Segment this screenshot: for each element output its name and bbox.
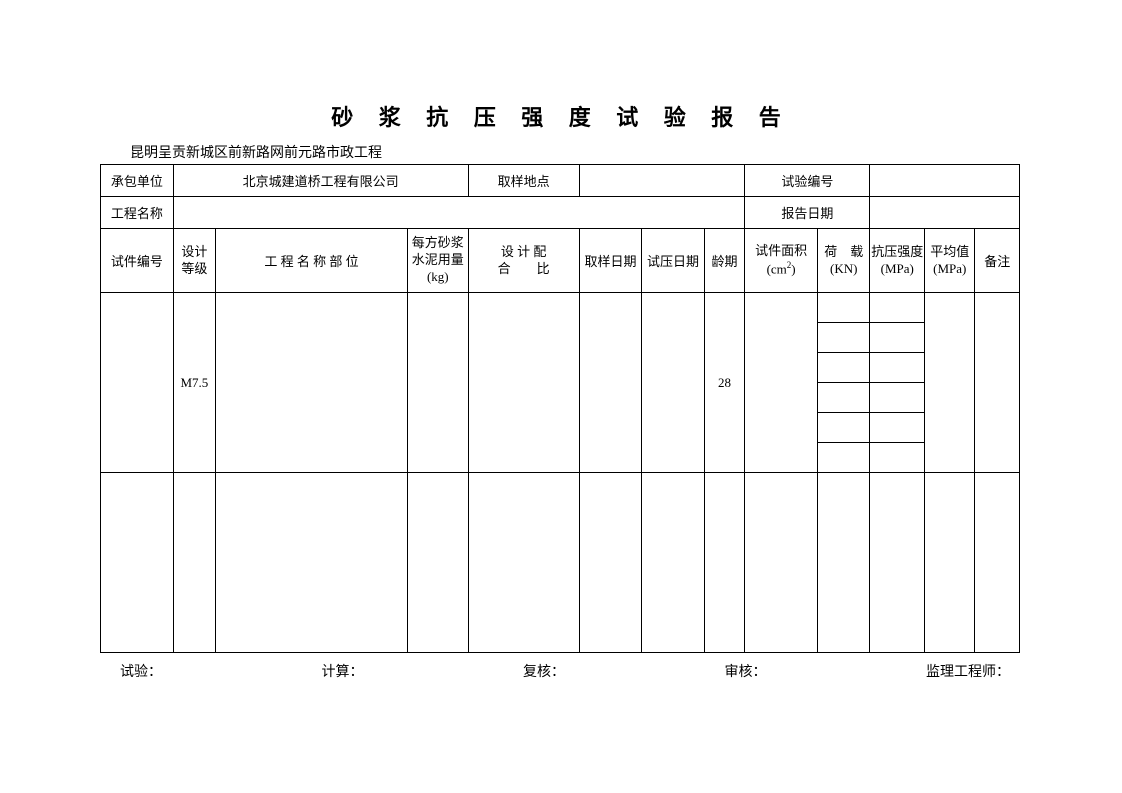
page-title: 砂 浆 抗 压 强 度 试 验 报 告 [70,100,1052,132]
test-no-label: 试验编号 [745,165,870,197]
report-table: 承包单位 北京城建道桥工程有限公司 取样地点 试验编号 工程名称 报告日期 试件… [100,164,1020,653]
col-mix: 设 计 配 合 比 [468,229,579,293]
col-strength: 抗压强度 (MPa) [870,229,925,293]
report-page: 砂 浆 抗 压 强 度 试 验 报 告 昆明呈贡新城区前新路网前元路市政工程 承… [0,0,1122,793]
col-specimen-no: 试件编号 [101,229,174,293]
col-avg: 平均值 (MPa) [924,229,974,293]
col-age: 龄期 [704,229,744,293]
cell-sampledate-2 [579,473,642,653]
data-row-2 [101,473,1020,653]
cell-area-2 [745,473,818,653]
cell-mix-1 [468,293,579,473]
column-header-row: 试件编号 设计 等级 工 程 名 称 部 位 每方砂浆 水泥用量 (kg) 设 … [101,229,1020,293]
cell-load-1-3 [817,353,870,383]
sig-supervisor: 监理工程师： [926,661,1010,681]
cell-specimen-2 [101,473,174,653]
col-design-grade: 设计 等级 [173,229,215,293]
col-area: 试件面积 (cm2) [745,229,818,293]
sig-tester: 试验： [120,661,162,681]
project-name-label: 工程名称 [101,197,174,229]
col-remark: 备注 [975,229,1020,293]
cell-strength-1-1 [870,293,925,323]
col-test-date: 试压日期 [642,229,705,293]
report-date-value [870,197,1020,229]
cell-sampledate-1 [579,293,642,473]
contractor-value: 北京城建道桥工程有限公司 [173,165,468,197]
cell-specimen-1 [101,293,174,473]
cell-strength-1-4 [870,383,925,413]
sample-loc-label: 取样地点 [468,165,579,197]
cell-strength-1-5 [870,413,925,443]
cell-avg-2 [924,473,974,653]
sig-review: 复核： [523,661,565,681]
sig-calc: 计算： [322,661,364,681]
test-no-value [870,165,1020,197]
cell-avg-1 [924,293,974,473]
cell-cement-1 [407,293,468,473]
cell-remark-2 [975,473,1020,653]
cell-grade-1: M7.5 [173,293,215,473]
col-cement: 每方砂浆 水泥用量 (kg) [407,229,468,293]
cell-strength-2 [870,473,925,653]
cell-load-1-5 [817,413,870,443]
cell-strength-1-6 [870,443,925,473]
cell-part-1 [216,293,408,473]
cell-grade-2 [173,473,215,653]
cell-strength-1-3 [870,353,925,383]
cell-remark-1 [975,293,1020,473]
col-project-part: 工 程 名 称 部 位 [216,229,408,293]
cell-load-1-6 [817,443,870,473]
report-date-label: 报告日期 [745,197,870,229]
cell-load-2 [817,473,870,653]
col-sample-date: 取样日期 [579,229,642,293]
info-row-2: 工程名称 报告日期 [101,197,1020,229]
info-row-1: 承包单位 北京城建道桥工程有限公司 取样地点 试验编号 [101,165,1020,197]
sig-audit: 审核： [725,661,767,681]
cell-cement-2 [407,473,468,653]
col-load: 荷 载 (KN) [817,229,870,293]
cell-load-1-1 [817,293,870,323]
cell-strength-1-2 [870,323,925,353]
project-subtitle: 昆明呈贡新城区前新路网前元路市政工程 [130,142,1052,162]
signature-row: 试验： 计算： 复核： 审核： 监理工程师： [100,661,1020,681]
cell-testdate-1 [642,293,705,473]
sample-loc-value [579,165,745,197]
cell-area-1 [745,293,818,473]
cell-age-1: 28 [704,293,744,473]
cell-part-2 [216,473,408,653]
contractor-label: 承包单位 [101,165,174,197]
cell-mix-2 [468,473,579,653]
project-name-value [173,197,745,229]
cell-load-1-2 [817,323,870,353]
data-row-1-1: M7.5 28 [101,293,1020,323]
cell-load-1-4 [817,383,870,413]
cell-age-2 [704,473,744,653]
cell-testdate-2 [642,473,705,653]
